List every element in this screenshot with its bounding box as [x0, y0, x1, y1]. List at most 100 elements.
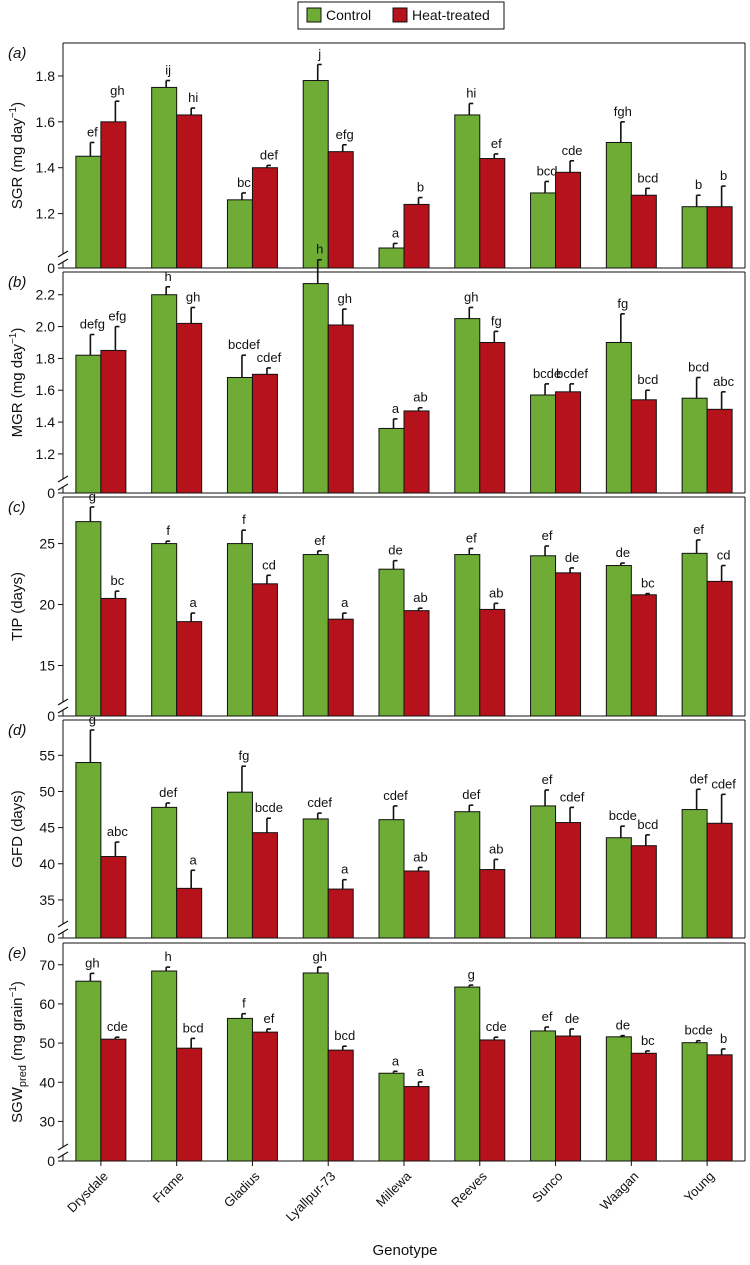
x-tick-label: Drysdale [64, 1169, 111, 1216]
bar-heat [706, 206, 733, 269]
y-tick-label: 15 [39, 658, 55, 674]
bar-heat [327, 618, 354, 717]
y-tick-label: 50 [39, 1035, 55, 1051]
significance-letter: efg [336, 127, 354, 142]
y-tick-label: 1.6 [36, 114, 56, 130]
significance-letter: ab [413, 849, 427, 864]
bar-heat [176, 887, 203, 939]
significance-letter: bcde [685, 1023, 713, 1038]
y-axis-title-end: ) [9, 328, 26, 333]
significance-letter: ef [314, 533, 325, 548]
x-tick-label: Waagan [597, 1169, 642, 1214]
panel-letter: (d) [8, 722, 26, 739]
axis-break-mark [57, 483, 69, 491]
bar-heat [100, 1038, 127, 1162]
significance-letter: cde [107, 1019, 128, 1034]
legend-swatch-heat [392, 7, 408, 23]
bar-control [605, 141, 632, 269]
y-tick-label: 1.8 [36, 68, 56, 84]
significance-letter: ab [413, 590, 427, 605]
significance-letter: gh [312, 949, 326, 964]
significance-letter: h [165, 269, 172, 284]
bar-control [454, 811, 481, 939]
category-axis: Drysdale Frame Gladius Lyallpur-73 Millewa Re… [64, 1161, 717, 1224]
bar-control [681, 206, 708, 269]
significance-letter: a [190, 852, 198, 867]
significance-letter: de [565, 550, 579, 565]
significance-letter: ef [466, 530, 477, 545]
significance-letter: bcd [688, 360, 709, 375]
significance-letter: gh [85, 955, 99, 970]
bar-heat [630, 194, 657, 269]
significance-letter: bcd [334, 1028, 355, 1043]
y-axis-title-sup: −1 [8, 106, 19, 118]
bar-heat [479, 1039, 506, 1162]
bar-heat [706, 822, 733, 939]
x-tick-label: Reeves [448, 1168, 490, 1210]
significance-letter: fg [617, 296, 628, 311]
y-tick-label: 50 [39, 783, 55, 799]
significance-letter: gh [464, 289, 478, 304]
bar-control [454, 986, 481, 1162]
bar-heat [479, 341, 506, 494]
bar-control [378, 247, 405, 269]
significance-letter: def [159, 785, 177, 800]
bar-heat [100, 856, 127, 939]
panel-a: 1.2 1.4 1.6 1.8 0 (a) SGR (mg day−1) ef ij bc j a hi… [8, 42, 746, 276]
bar-control [151, 543, 178, 717]
y-axis-title: SGWpred (mg grain−1) [8, 981, 29, 1123]
significance-letter: f [242, 512, 246, 527]
bar-control [302, 818, 329, 939]
bar-control [302, 80, 329, 269]
axis-break-mark [57, 475, 69, 483]
significance-letter: bc [641, 1033, 655, 1048]
significance-letter: a [341, 862, 349, 877]
significance-letter: ef [542, 528, 553, 543]
significance-letter: j [317, 46, 321, 61]
bar-control [378, 568, 405, 717]
significance-letter: ef [542, 772, 553, 787]
bar-control [530, 1030, 557, 1162]
significance-letter: defg [80, 317, 105, 332]
significance-letter: cdef [560, 789, 585, 804]
y-tick-label: 1.4 [36, 160, 56, 176]
significance-letter: g [468, 967, 475, 982]
x-tick-label: Gladius [221, 1168, 263, 1210]
y-axis-title: SGR (mg day−1) [8, 102, 26, 209]
significance-letter: ij [165, 63, 171, 78]
significance-letter: fg [491, 313, 502, 328]
significance-letter: a [190, 595, 198, 610]
axis-break-mark [57, 698, 69, 706]
y-tick-label: 20 [39, 597, 55, 613]
axis-break-mark [57, 1143, 69, 1151]
bar-heat [706, 408, 733, 494]
significance-letter: ef [542, 1009, 553, 1024]
bar-heat [403, 1086, 430, 1162]
significance-letter: ef [491, 136, 502, 151]
bar-control [226, 199, 253, 269]
bar-control [151, 86, 178, 269]
y-axis-title-main: TIP (days) [9, 572, 26, 641]
x-axis-title: Genotype [372, 1242, 437, 1259]
y-tick-label-zero: 0 [47, 1153, 55, 1169]
y-tick-label-zero: 0 [47, 485, 55, 501]
y-axis-title: TIP (days) [9, 572, 26, 641]
bar-control [605, 341, 632, 494]
y-axis-title-sup: −1 [8, 332, 19, 344]
significance-letter: bcde [533, 366, 561, 381]
y-axis-title-main: MGR (mg day [9, 344, 26, 438]
significance-letter: de [565, 1011, 579, 1026]
bar-heat [327, 1049, 354, 1162]
significance-letter: bcd [183, 1020, 204, 1035]
significance-letter: fg [239, 748, 250, 763]
significance-letter: a [392, 225, 400, 240]
bar-control [530, 192, 557, 269]
y-tick-label: 1.8 [36, 350, 56, 366]
x-tick-label: Millewa [373, 1168, 415, 1210]
significance-letter: b [417, 180, 424, 195]
bar-heat [100, 597, 127, 717]
y-tick-label: 55 [39, 747, 55, 763]
y-axis-title-main: SGR (mg day [9, 118, 26, 209]
bar-heat [176, 322, 203, 494]
